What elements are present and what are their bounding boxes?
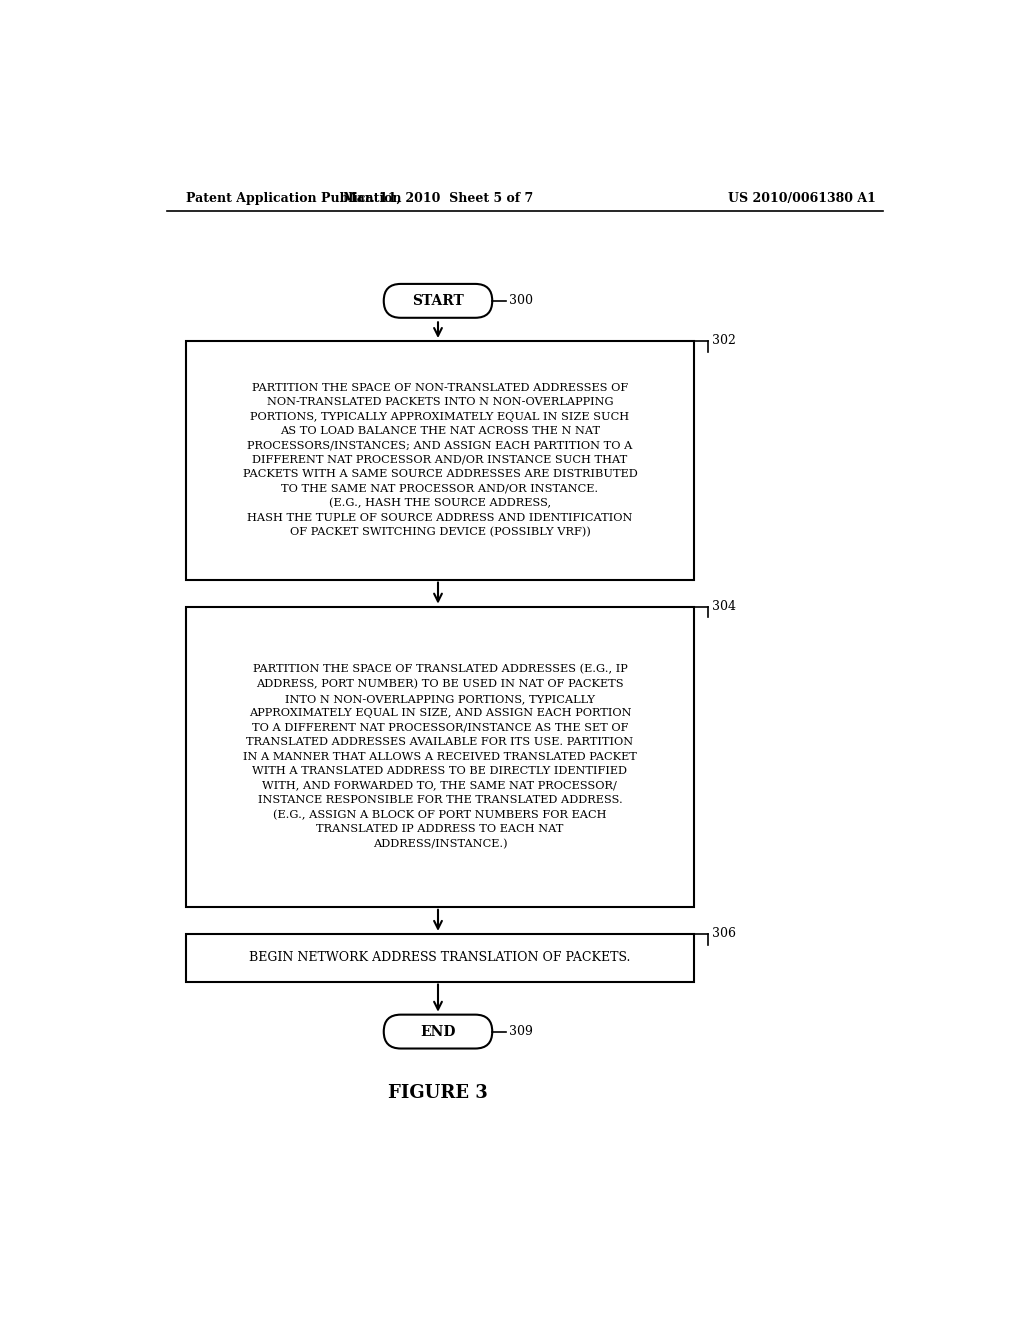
Text: Mar. 11, 2010  Sheet 5 of 7: Mar. 11, 2010 Sheet 5 of 7 <box>343 191 534 205</box>
Text: 306: 306 <box>712 927 735 940</box>
Text: PARTITION THE SPACE OF NON-TRANSLATED ADDRESSES OF
NON-TRANSLATED PACKETS INTO N: PARTITION THE SPACE OF NON-TRANSLATED AD… <box>243 383 637 537</box>
FancyBboxPatch shape <box>186 933 693 982</box>
Text: 309: 309 <box>509 1026 534 1038</box>
Text: 302: 302 <box>712 334 735 347</box>
FancyBboxPatch shape <box>384 1015 493 1048</box>
Text: Patent Application Publication: Patent Application Publication <box>186 191 401 205</box>
Text: 300: 300 <box>509 294 534 308</box>
Text: FIGURE 3: FIGURE 3 <box>388 1084 487 1102</box>
Text: END: END <box>420 1024 456 1039</box>
FancyBboxPatch shape <box>384 284 493 318</box>
Text: US 2010/0061380 A1: US 2010/0061380 A1 <box>728 191 877 205</box>
Text: PARTITION THE SPACE OF TRANSLATED ADDRESSES (E.G., IP
ADDRESS, PORT NUMBER) TO B: PARTITION THE SPACE OF TRANSLATED ADDRES… <box>243 664 637 849</box>
FancyBboxPatch shape <box>186 341 693 579</box>
Text: START: START <box>412 294 464 308</box>
Text: BEGIN NETWORK ADDRESS TRANSLATION OF PACKETS.: BEGIN NETWORK ADDRESS TRANSLATION OF PAC… <box>249 952 631 964</box>
FancyBboxPatch shape <box>186 607 693 907</box>
Text: 304: 304 <box>712 601 735 612</box>
